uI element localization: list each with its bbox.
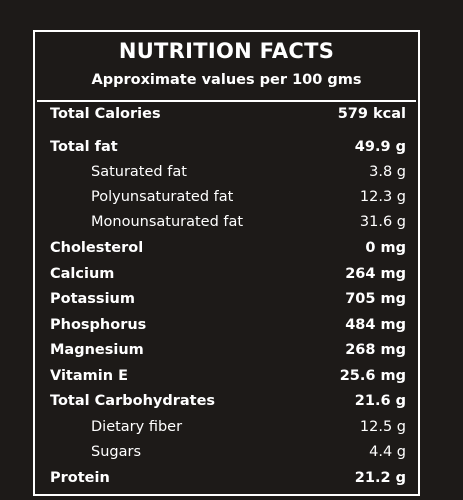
row-value: 21.2 g	[354, 470, 406, 486]
row-label: Total Carbohydrates	[50, 393, 216, 409]
row-value: 49.9 g	[354, 139, 406, 155]
row-label: Total fat	[50, 139, 118, 155]
row-value: 25.6 mg	[339, 368, 406, 384]
row-magnesium: Magnesium 268 mg	[35, 340, 418, 364]
nutrition-facts-panel: NUTRITION FACTS Approximate values per 1…	[33, 30, 420, 496]
row-value: 12.5 g	[359, 419, 406, 435]
row-value: 0 mg	[365, 240, 406, 256]
row-value: 4.4 g	[369, 444, 406, 460]
header-divider	[37, 100, 416, 102]
row-label: Potassium	[50, 291, 135, 307]
row-total-calories: Total Calories 579 kcal	[35, 104, 418, 128]
row-cholesterol: Cholesterol 0 mg	[35, 238, 418, 262]
row-value: 3.8 g	[369, 164, 406, 180]
nutrition-subtitle: Approximate values per 100 gms	[91, 72, 362, 88]
row-monounsaturated-fat: Monounsaturated fat 31.6 g	[35, 212, 418, 236]
row-value: 579 kcal	[337, 106, 406, 122]
row-saturated-fat: Saturated fat 3.8 g	[35, 162, 418, 186]
row-total-carbohydrates: Total Carbohydrates 21.6 g	[35, 391, 418, 415]
row-label: Monounsaturated fat	[91, 214, 244, 230]
row-sugars: Sugars 4.4 g	[35, 442, 418, 466]
row-vitamin-e: Vitamin E 25.6 mg	[35, 366, 418, 390]
row-value: 31.6 g	[359, 214, 406, 230]
row-total-fat: Total fat 49.9 g	[35, 137, 418, 161]
row-label: Magnesium	[50, 342, 144, 358]
row-label: Sugars	[91, 444, 141, 460]
row-label: Cholesterol	[50, 240, 144, 256]
nutrition-header: NUTRITION FACTS Approximate values per 1…	[35, 32, 418, 100]
row-potassium: Potassium 705 mg	[35, 289, 418, 313]
row-value: 705 mg	[345, 291, 406, 307]
row-calcium: Calcium 264 mg	[35, 264, 418, 288]
row-value: 484 mg	[345, 317, 406, 333]
row-label: Vitamin E	[50, 368, 129, 384]
row-dietary-fiber: Dietary fiber 12.5 g	[35, 417, 418, 441]
row-label: Protein	[50, 470, 110, 486]
row-polyunsaturated-fat: Polyunsaturated fat 12.3 g	[35, 187, 418, 211]
row-label: Dietary fiber	[91, 419, 183, 435]
row-value: 21.6 g	[354, 393, 406, 409]
row-label: Saturated fat	[91, 164, 187, 180]
nutrition-title: NUTRITION FACTS	[118, 39, 335, 63]
row-value: 12.3 g	[359, 189, 406, 205]
row-value: 264 mg	[345, 266, 406, 282]
row-protein: Protein 21.2 g	[35, 468, 418, 492]
row-phosphorus: Phosphorus 484 mg	[35, 315, 418, 339]
row-label: Phosphorus	[50, 317, 147, 333]
row-value: 268 mg	[345, 342, 406, 358]
row-label: Calcium	[50, 266, 115, 282]
row-label: Polyunsaturated fat	[91, 189, 234, 205]
nutrition-rows: Total Calories 579 kcal Total fat 49.9 g…	[35, 32, 418, 494]
row-label: Total Calories	[50, 106, 161, 122]
